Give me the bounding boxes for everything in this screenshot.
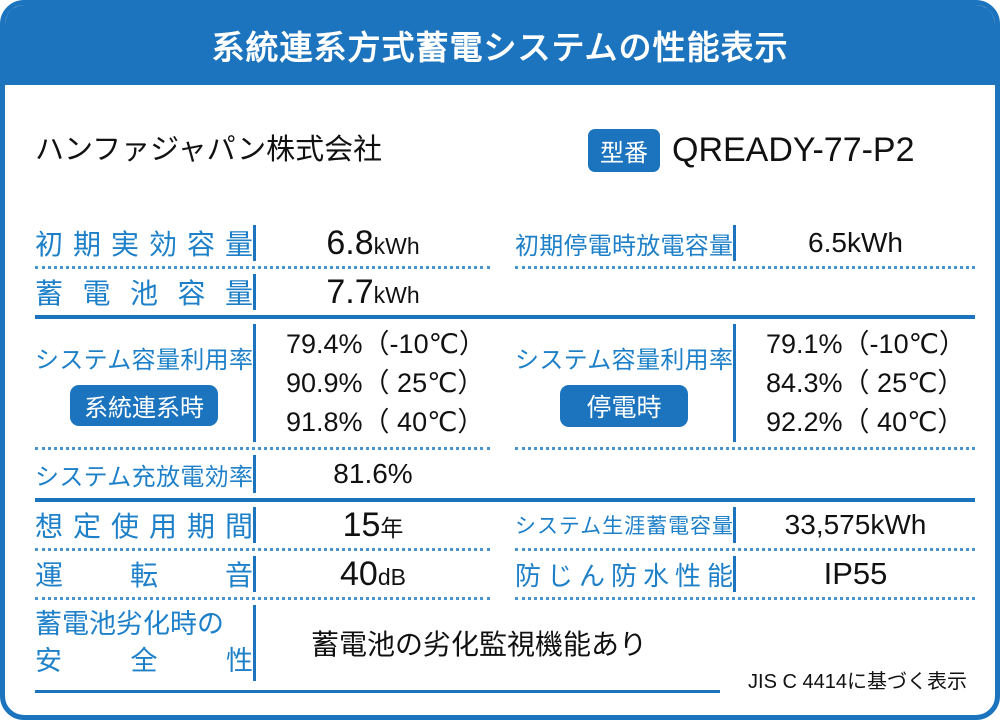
spec-label: 蓄電池容量 <box>35 278 253 309</box>
section-rule <box>35 315 975 319</box>
divider-bar <box>253 605 256 681</box>
utilization-values: 79.4%（-10℃） 90.9%（ 25℃） 91.8%（ 40℃） <box>256 319 490 447</box>
page-title: 系統連系方式蓄電システムの性能表示 <box>211 29 789 66</box>
dotted-separator <box>35 548 490 551</box>
bottom-rule <box>35 690 720 693</box>
spec-label: 想定使用期間 <box>35 511 253 542</box>
dotted-separator <box>515 266 975 269</box>
row-dust-water-resistance: 防じん防水性能 IP55 <box>515 551 975 597</box>
divider-bar <box>253 455 256 493</box>
outage-badge: 停電時 <box>560 384 688 427</box>
spec-value: 81.6% <box>333 458 413 489</box>
divider-bar <box>733 324 736 442</box>
row-utilization-grid: システム容量利用率 系統連系時 79.4%（-10℃） 90.9%（ 25℃） … <box>35 319 490 447</box>
divider-bar <box>253 507 256 543</box>
spec-label: 蓄電池劣化時の 安全性 <box>35 606 253 680</box>
spec-label-block: システム容量利用率 系統連系時 <box>35 319 253 447</box>
spec-label: 防じん防水性能 <box>515 560 733 591</box>
grid-connected-badge: 系統連系時 <box>70 385 218 426</box>
dotted-separator <box>515 597 975 600</box>
utilization-value: 84.3%（ 25℃） <box>766 367 965 398</box>
row-initial-effective-capacity: 初期実効容量 6.8kWh <box>35 220 490 266</box>
dotted-separator <box>35 447 490 450</box>
spec-label-block: システム容量利用率 停電時 <box>515 319 733 447</box>
row-charge-discharge-efficiency: システム充放電効率 81.6% <box>35 450 490 498</box>
row-utilization-outage: システム容量利用率 停電時 79.1%（-10℃） 84.3%（ 25℃） 92… <box>515 319 975 447</box>
divider-bar <box>253 324 256 442</box>
utilization-value: 92.2%（ 40℃） <box>766 406 965 437</box>
row-lifetime-storage-capacity: システム生涯蓄電容量 33,575kWh <box>515 502 975 548</box>
model-group: 型番 QREADY-77-P2 <box>588 125 915 175</box>
spec-value: 蓄電池の劣化監視機能あり <box>311 629 648 660</box>
company-row: ハンファジャパン株式会社 型番 QREADY-77-P2 <box>35 125 965 175</box>
spec-label-line2: 安全性 <box>35 646 253 676</box>
spec-label-line1: 蓄電池劣化時の <box>35 609 224 639</box>
spec-table: 初期実効容量 6.8kWh 蓄電池容量 7.7kWh 初期停電時放電容量 6.5… <box>35 220 975 693</box>
spec-value: 6.5kWh <box>808 227 903 258</box>
spec-value: 40dB <box>340 554 406 593</box>
spec-value: 15年 <box>342 505 404 544</box>
spec-label: システム容量利用率 <box>35 347 253 374</box>
jis-footnote: JIS C 4414に基づく表示 <box>748 671 967 693</box>
spec-label: 初期停電時放電容量 <box>515 232 733 260</box>
dotted-separator <box>35 266 490 269</box>
empty-cell <box>515 269 975 315</box>
divider-bar <box>253 274 256 310</box>
row-expected-usage-period: 想定使用期間 15年 <box>35 502 490 548</box>
spec-value: IP55 <box>823 556 888 591</box>
utilization-value: 79.1%（-10℃） <box>766 328 966 359</box>
dotted-separator <box>515 548 975 551</box>
spec-value: 6.8kWh <box>326 223 420 262</box>
title-bar: 系統連系方式蓄電システムの性能表示 <box>5 5 995 85</box>
company-name: ハンファジャパン株式会社 <box>35 134 383 166</box>
section-rule <box>35 498 975 502</box>
spec-value: 33,575kWh <box>784 509 927 540</box>
dotted-separator <box>515 447 975 450</box>
model-badge: 型番 <box>588 128 660 172</box>
divider-bar <box>253 225 256 261</box>
utilization-value: 79.4%（-10℃） <box>286 328 486 359</box>
empty-cell <box>515 450 975 498</box>
utilization-values: 79.1%（-10℃） 84.3%（ 25℃） 92.2%（ 40℃） <box>736 319 975 447</box>
spec-label: システム充放電効率 <box>35 463 253 491</box>
model-number: QREADY-77-P2 <box>672 130 915 169</box>
spec-value: 7.7kWh <box>326 272 420 311</box>
divider-bar <box>733 225 736 261</box>
spec-label: システム生涯蓄電容量 <box>515 515 733 538</box>
utilization-value: 91.8%（ 40℃） <box>286 406 485 437</box>
row-operating-noise: 運転音 40dB <box>35 551 490 597</box>
spec-label: システム容量利用率 <box>515 346 733 374</box>
spec-label: 運転音 <box>35 560 253 591</box>
spec-label: 初期実効容量 <box>35 229 253 260</box>
divider-bar <box>733 556 736 592</box>
row-battery-degradation-safety: 蓄電池劣化時の 安全性 蓄電池の劣化監視機能あり <box>35 600 975 686</box>
dotted-separator <box>35 597 490 600</box>
divider-bar <box>253 556 256 592</box>
row-initial-outage-discharge-capacity: 初期停電時放電容量 6.5kWh <box>515 220 975 266</box>
utilization-value: 90.9%（ 25℃） <box>286 367 485 398</box>
divider-bar <box>733 507 736 543</box>
row-battery-capacity: 蓄電池容量 7.7kWh <box>35 269 490 315</box>
